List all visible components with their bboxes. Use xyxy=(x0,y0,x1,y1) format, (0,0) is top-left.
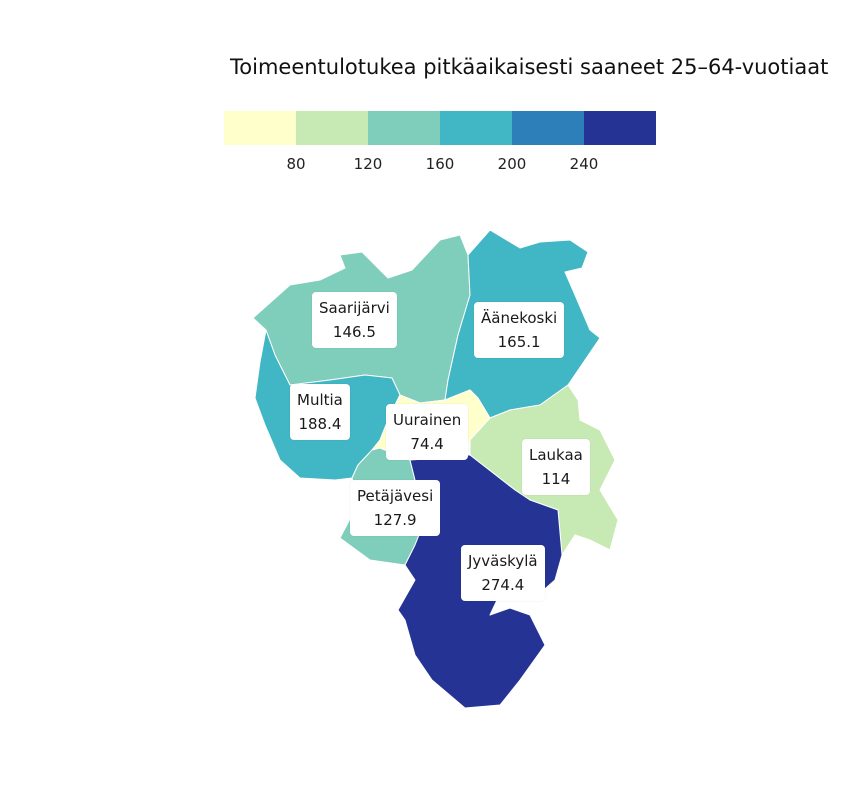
label-aanekoski-value: 165.1 xyxy=(497,333,541,351)
label-jyvaskyla-name: Jyväskylä xyxy=(468,552,538,570)
label-multia: Multia 188.4 xyxy=(290,384,350,440)
label-uurainen-name: Uurainen xyxy=(393,411,462,429)
label-saarijarvi: Saarijärvi 146.5 xyxy=(312,292,397,348)
legend-swatch-4 xyxy=(440,111,512,145)
label-aanekoski-name: Äänekoski xyxy=(481,309,558,327)
label-petajavesi: Petäjävesi 127.9 xyxy=(350,480,441,536)
label-aanekoski: Äänekoski 165.1 xyxy=(474,302,565,358)
label-jyvaskyla-value: 274.4 xyxy=(481,576,525,594)
label-uurainen: Uurainen 74.4 xyxy=(386,404,469,460)
label-saarijarvi-name: Saarijärvi xyxy=(319,299,390,317)
legend-swatch-1 xyxy=(224,111,296,145)
label-multia-name: Multia xyxy=(297,391,343,409)
label-uurainen-value: 74.4 xyxy=(410,435,444,453)
label-petajavesi-name: Petäjävesi xyxy=(357,487,434,505)
legend-swatch-3 xyxy=(368,111,440,145)
legend-tick-240: 240 xyxy=(569,155,599,173)
legend-tick-120: 120 xyxy=(353,155,383,173)
legend-swatch-2 xyxy=(296,111,368,145)
legend-tick-80: 80 xyxy=(286,155,306,173)
label-laukaa: Laukaa 114 xyxy=(522,439,590,495)
label-jyvaskyla: Jyväskylä 274.4 xyxy=(461,545,545,601)
label-saarijarvi-value: 146.5 xyxy=(332,323,376,341)
label-laukaa-value: 114 xyxy=(541,470,571,488)
map-title: Toimeentulotukea pitkäaikaisesti saaneet… xyxy=(230,55,829,79)
label-laukaa-name: Laukaa xyxy=(529,446,583,464)
legend-tick-200: 200 xyxy=(497,155,527,173)
legend-swatch-6 xyxy=(584,111,656,145)
label-petajavesi-value: 127.9 xyxy=(373,511,417,529)
label-multia-value: 188.4 xyxy=(298,415,342,433)
legend-swatch-5 xyxy=(512,111,584,145)
legend-tick-160: 160 xyxy=(425,155,455,173)
